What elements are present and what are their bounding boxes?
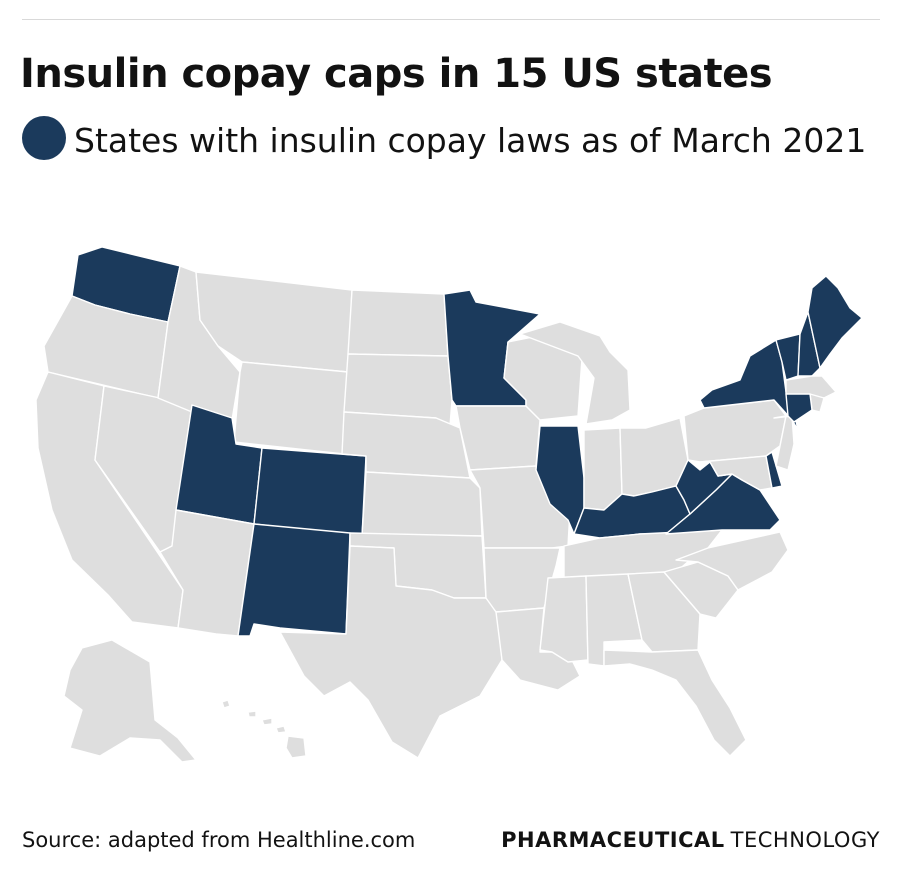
state-kansas: [361, 471, 483, 537]
brand-logo-light: TECHNOLOGY: [730, 828, 880, 852]
source-note: Source: adapted from Healthline.com: [22, 828, 416, 852]
top-divider: [22, 19, 880, 20]
state-iowa: [455, 405, 541, 471]
state-colorado: [253, 447, 367, 537]
state-indiana: [583, 427, 623, 511]
state-vermont: [775, 333, 801, 381]
state-hawaii: [221, 699, 307, 759]
state-delaware: [765, 451, 783, 489]
state-maine: [807, 275, 863, 369]
state-north-carolina: [675, 531, 789, 591]
us-states-map: [35, 246, 863, 763]
state-new-mexico: [237, 523, 351, 637]
state-mississippi: [539, 575, 589, 663]
state-new-hampshire: [797, 311, 821, 377]
map-title: Insulin copay caps in 15 US states: [20, 51, 773, 97]
brand-logo-strong: PHARMACEUTICAL: [501, 828, 725, 852]
footer: Source: adapted from Healthline.com PHAR…: [22, 823, 880, 859]
map-states: [35, 246, 863, 763]
brand-logo: PHARMACEUTICAL TECHNOLOGY: [501, 823, 880, 857]
state-north-dakota: [347, 289, 449, 357]
legend-label: States with insulin copay laws as of Mar…: [74, 121, 867, 160]
state-michigan: [519, 321, 631, 425]
map-legend: States with insulin copay laws as of Mar…: [22, 116, 882, 164]
state-texas: [279, 545, 503, 759]
state-connecticut: [785, 393, 813, 423]
state-alaska: [63, 639, 197, 763]
state-wyoming: [233, 361, 349, 455]
legend-swatch-icon: [22, 116, 66, 160]
state-florida: [603, 649, 747, 757]
